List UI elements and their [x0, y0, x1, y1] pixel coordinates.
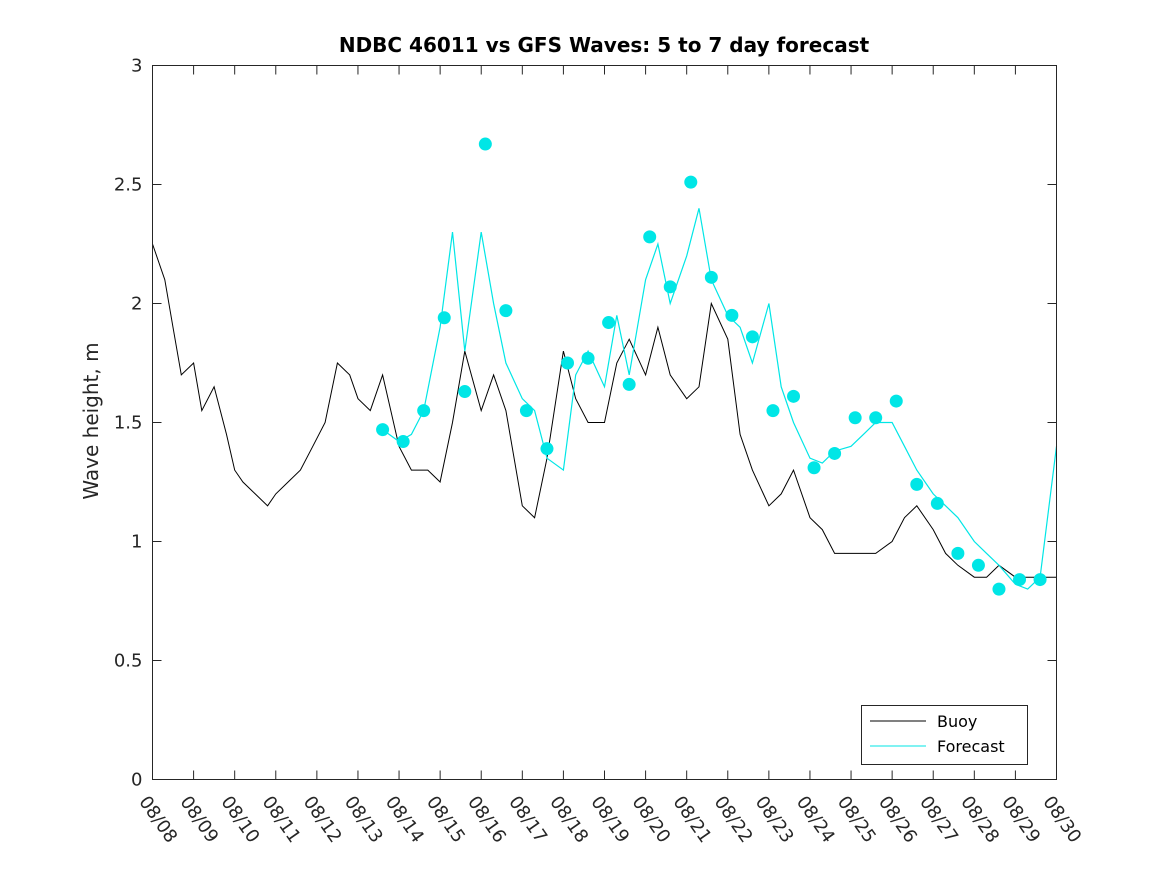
forecast-marker-24 — [869, 411, 883, 425]
y-tick-label-2: 1 — [131, 532, 142, 553]
forecast-marker-14 — [663, 280, 677, 294]
forecast-marker-4 — [458, 385, 472, 399]
y-tick-label-4: 2 — [131, 294, 142, 315]
y-tick-label-5: 2.5 — [114, 175, 143, 196]
forecast-marker-28 — [951, 546, 965, 560]
legend-buoy-label: Buoy — [937, 712, 977, 731]
forecast-marker-17 — [725, 308, 739, 322]
buoy-line — [152, 243, 1057, 578]
legend: Buoy Forecast — [861, 705, 1028, 765]
forecast-marker-2 — [417, 404, 431, 418]
forecast-marker-8 — [540, 442, 554, 456]
forecast-marker-20 — [787, 389, 801, 403]
legend-box — [861, 705, 1028, 765]
forecast-marker-22 — [828, 446, 842, 460]
y-tick-label-6: 3 — [131, 56, 142, 77]
forecast-marker-19 — [766, 404, 780, 418]
forecast-marker-11 — [602, 316, 616, 330]
y-axis-label: Wave height, m — [79, 342, 103, 499]
forecast-marker-7 — [519, 404, 533, 418]
forecast-marker-29 — [971, 558, 985, 572]
forecast-marker-1 — [396, 435, 410, 449]
forecast-marker-26 — [910, 477, 924, 491]
forecast-marker-18 — [745, 330, 759, 344]
y-tick-label-0: 0 — [131, 770, 142, 791]
forecast-marker-13 — [643, 230, 657, 244]
forecast-marker-25 — [889, 394, 903, 408]
forecast-marker-21 — [807, 461, 821, 475]
y-tick-label-1: 0.5 — [114, 651, 143, 672]
forecast-marker-6 — [499, 304, 513, 318]
forecast-marker-9 — [561, 356, 575, 370]
plot-frame — [152, 65, 1057, 780]
forecast-marker-3 — [437, 311, 451, 325]
forecast-marker-15 — [684, 175, 698, 189]
forecast-marker-23 — [848, 411, 862, 425]
chart-title: NDBC 46011 vs GFS Waves: 5 to 7 day fore… — [339, 33, 870, 57]
forecast-marker-12 — [622, 377, 636, 391]
forecast-marker-27 — [930, 496, 944, 510]
forecast-marker-30 — [992, 582, 1006, 596]
forecast-marker-16 — [704, 270, 718, 284]
forecast-marker-10 — [581, 351, 595, 365]
forecast-marker-5 — [478, 137, 492, 151]
y-tick-label-3: 1.5 — [114, 413, 143, 434]
forecast-marker-31 — [1013, 573, 1027, 587]
forecast-marker-0 — [376, 423, 390, 437]
forecast-marker-32 — [1033, 573, 1047, 587]
legend-forecast-label: Forecast — [937, 737, 1005, 756]
